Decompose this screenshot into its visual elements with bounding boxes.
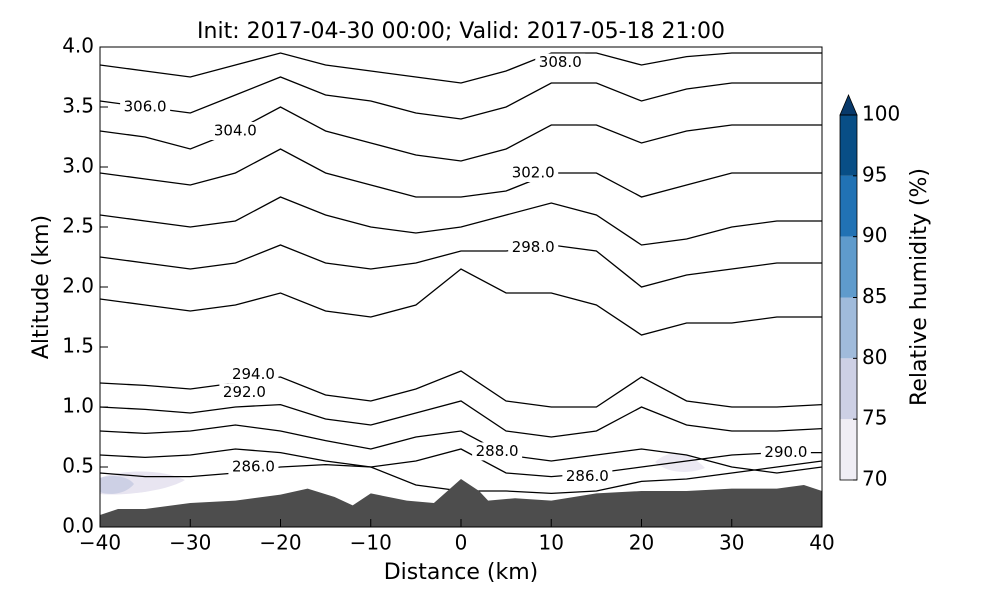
contour-line	[100, 400, 822, 438]
colorbar-tick-label: 95	[862, 162, 887, 186]
contour-label: 286.0	[566, 467, 609, 485]
x-tick-label: −40	[79, 531, 121, 555]
contour-line	[100, 106, 822, 162]
colorbar-segment	[840, 419, 857, 480]
colorbar-tick-label: 85	[862, 284, 887, 308]
colorbar-tick-label: 70	[862, 467, 887, 491]
y-tick-label: 2.5	[62, 214, 94, 238]
contour-label-bg	[535, 53, 586, 72]
contour-label: 286.0	[232, 458, 275, 476]
colorbar-segment	[840, 175, 857, 237]
contour-label: 308.0	[539, 53, 582, 71]
contour-label: 306.0	[124, 98, 167, 116]
contour-label-bg	[508, 164, 559, 182]
contour-line	[100, 148, 822, 198]
x-tick-label: 0	[455, 531, 468, 555]
contour-label-bg	[228, 458, 279, 476]
colorbar-extend	[839, 93, 858, 116]
contour-line	[100, 52, 822, 84]
contour-label-bg	[219, 383, 270, 402]
y-tick-label: 2.0	[62, 274, 94, 298]
colorbar-segment	[840, 358, 857, 420]
humidity-shade	[655, 453, 705, 472]
contour-label: 302.0	[512, 164, 555, 182]
contour-label: 288.0	[476, 442, 519, 460]
x-tick-label: −20	[259, 531, 301, 555]
chart-title: Init: 2017-04-30 00:00; Valid: 2017-05-1…	[197, 19, 725, 44]
colorbar-segment	[840, 297, 857, 359]
x-tick-label: −30	[169, 531, 211, 555]
x-tick-label: 20	[629, 531, 654, 555]
contour-label-bg	[760, 443, 811, 462]
y-tick-label: 1.0	[62, 394, 94, 418]
contour-label-bg	[120, 98, 171, 116]
contour-line	[100, 196, 822, 246]
contour-label: 294.0	[232, 365, 275, 383]
x-tick-label: 40	[809, 531, 834, 555]
contour-label: 304.0	[214, 122, 257, 140]
terrain	[100, 479, 822, 527]
contour-line	[100, 268, 822, 336]
x-tick-label: −10	[350, 531, 392, 555]
y-tick-label: 4.0	[62, 34, 94, 58]
colorbar-tick-label: 90	[862, 223, 887, 247]
colorbar-segment	[840, 115, 857, 176]
contour-label: 290.0	[764, 443, 807, 461]
contour-label-bg	[472, 442, 523, 461]
y-tick-label: 3.0	[62, 154, 94, 178]
contour-label-bg	[562, 467, 613, 486]
y-axis-label: Altitude (km)	[29, 215, 54, 359]
y-tick-label: 1.5	[62, 334, 94, 358]
contour-line	[100, 76, 822, 120]
contour-label-bg	[508, 238, 559, 257]
contour-label-bg	[228, 365, 279, 384]
x-axis-label: Distance (km)	[384, 560, 539, 585]
y-tick-label: 3.5	[62, 94, 94, 118]
x-tick-label: 30	[719, 531, 744, 555]
contour-line	[100, 424, 822, 474]
contour-label-bg	[210, 122, 261, 140]
contour-label: 292.0	[223, 383, 266, 401]
colorbar-tick-label: 100	[862, 102, 900, 126]
contour-line	[100, 244, 822, 288]
colorbar-label: Relative humidity (%)	[907, 168, 932, 406]
colorbar-tick-label: 75	[862, 406, 887, 430]
x-tick-label: 10	[539, 531, 564, 555]
humidity-shade	[100, 476, 134, 494]
colorbar-segment	[840, 236, 857, 298]
y-tick-label: 0.0	[62, 514, 94, 538]
humidity-patches	[100, 453, 705, 495]
contour-label: 298.0	[512, 238, 555, 256]
colorbar-tick-label: 80	[862, 345, 887, 369]
y-tick-label: 0.5	[62, 454, 94, 478]
